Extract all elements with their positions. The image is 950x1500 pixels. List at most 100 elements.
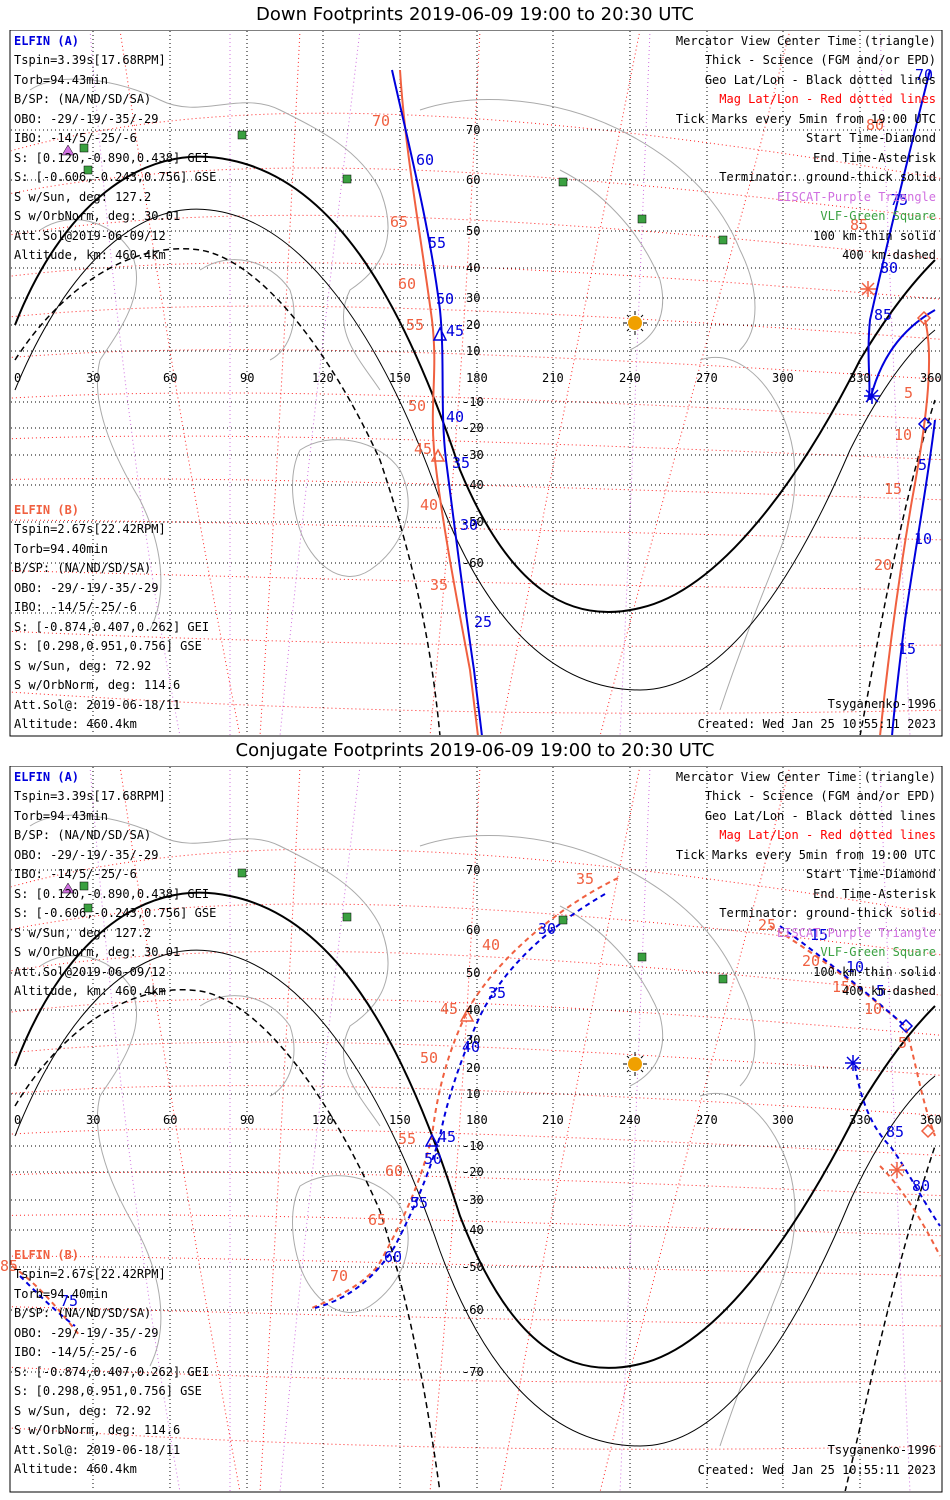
elfin-a-info: ELFIN (A) Tspin=3.39s[17.68RPM] Torb=94.…	[14, 34, 216, 262]
down-footprints-map: 0 30 60 90 120 150 180 210 240 270 300 3…	[9, 30, 943, 737]
info-line: S: [0.120,-0.890,0.438] GEI	[14, 151, 209, 165]
elfin-a-track	[391, 69, 483, 735]
elfin-a-title: ELFIN (A)	[14, 770, 79, 784]
terminator-400km-east	[844, 1145, 936, 1491]
info-line: Tspin=2.67s[22.42RPM]	[14, 522, 166, 536]
lon-tick: 270	[696, 1113, 718, 1127]
vlf-square	[558, 915, 568, 925]
vlf-square	[79, 881, 89, 891]
vlf-square	[637, 214, 647, 224]
lon-tick: 150	[389, 1113, 411, 1127]
info-line: Torb=94.43min	[14, 809, 108, 823]
elfin-a-start-diamond	[898, 1018, 914, 1034]
track-label: 55	[406, 316, 424, 334]
legend-line: Terminator: ground-thick solid	[719, 170, 936, 184]
map-frame	[9, 30, 943, 737]
mag-latlon-grid	[11, 31, 941, 735]
vlf-square	[558, 177, 568, 187]
elfin-b-track	[311, 877, 619, 1309]
lat-tick: 70	[466, 123, 480, 137]
coastlines	[29, 814, 796, 1447]
info-line: B/SP: (NA/ND/SD/SA)	[14, 1306, 151, 1320]
elfin-b-track	[399, 69, 479, 735]
created-label: Created: Wed Jan 25 10:55:11 2023	[698, 717, 936, 731]
lat-tick: -60	[462, 1303, 484, 1317]
track-label: 65	[390, 213, 408, 231]
lon-tick: 210	[542, 1113, 564, 1127]
lon-tick: 120	[312, 1113, 334, 1127]
elfin-a-title: ELFIN (A)	[14, 34, 79, 48]
geo-latlon-grid	[11, 767, 941, 1491]
elfin-a-track-east	[867, 69, 936, 401]
elfin-b-start-diamond	[920, 1123, 936, 1139]
lat-tick: -10	[462, 395, 484, 409]
track-label: 10	[914, 530, 932, 548]
info-line: S w/Sun, deg: 127.2	[14, 926, 151, 940]
lon-tick: 330	[849, 1113, 871, 1127]
lat-tick: -40	[462, 1223, 484, 1237]
map-frame	[9, 766, 943, 1493]
track-label: 70	[330, 1267, 348, 1285]
info-line: Altitude, km: 460.4km	[14, 248, 166, 262]
elfin-b-title: ELFIN (B)	[14, 503, 79, 517]
track-label: 15	[810, 926, 828, 944]
lat-tick: 40	[466, 1003, 480, 1017]
info-line: S w/Sun, deg: 127.2	[14, 190, 151, 204]
legend-line: 100 km-thin solid	[813, 965, 936, 979]
lon-tick-labels: 0 30 60 90 120 150 180 210 240 270 300 3…	[14, 371, 942, 385]
info-line: Att.Sol@: 2019-06-18/11	[14, 1443, 180, 1457]
lat-tick-labels: 70 60 50 40 30 20 10 -10 -20 -30 -40 -50…	[462, 123, 484, 570]
elfin-b-center-triangle	[459, 1008, 475, 1022]
legend-line: Mercator View Center Time (triangle)	[676, 770, 936, 784]
info-line: Torb=94.40min	[14, 1287, 108, 1301]
elfin-a-info: ELFIN (A) Tspin=3.39s[17.68RPM] Torb=94.…	[14, 770, 216, 998]
track-label: 50	[408, 397, 426, 415]
track-label: 25	[474, 613, 492, 631]
terminator-400km-east	[859, 399, 936, 735]
vlf-square	[342, 174, 352, 184]
lat-tick: 50	[466, 966, 480, 980]
vlf-square	[83, 165, 93, 175]
info-line: Tspin=3.39s[17.68RPM]	[14, 53, 166, 67]
info-line: Tspin=3.39s[17.68RPM]	[14, 789, 166, 803]
vlf-stations	[79, 130, 728, 245]
legend-line: Geo Lat/Lon - Black dotted lines	[705, 809, 936, 823]
elfin-b-title: ELFIN (B)	[14, 1248, 79, 1262]
track-label: 10	[894, 426, 912, 444]
legend-line: End Time-Asterisk	[813, 887, 937, 901]
track-label: 80	[880, 259, 898, 277]
track-label: 60	[398, 275, 416, 293]
legend-line: EISCAT-Purple Triangle	[777, 190, 936, 204]
track-label: 70	[372, 112, 390, 130]
lat-tick: 30	[466, 291, 480, 305]
info-line: Torb=94.40min	[14, 542, 108, 556]
track-label: 25	[758, 916, 776, 934]
track-label: 30	[460, 516, 478, 534]
lat-tick-labels: 70 60 50 40 30 20 10 -10 -20 -30 -40 -50…	[462, 863, 484, 1379]
track-label: 20	[802, 952, 820, 970]
elfin-a-track-west	[19, 1275, 76, 1327]
vlf-square	[342, 912, 352, 922]
elfin-b-info: ELFIN (B) Tspin=2.67s[22.42RPM] Torb=94.…	[14, 1248, 209, 1476]
lat-tick: -70	[462, 1365, 484, 1379]
legend-line: Thick - Science (FGM and/or EPD)	[705, 53, 936, 67]
info-line: B/SP: (NA/ND/SD/SA)	[14, 92, 151, 106]
legend-line: Terminator: ground-thick solid	[719, 906, 936, 920]
lon-tick: 240	[619, 1113, 641, 1127]
track-label: 60	[385, 1162, 403, 1180]
track-label: 40	[482, 936, 500, 954]
lat-tick: 20	[466, 1061, 480, 1075]
track-label: 45	[440, 1000, 458, 1018]
lat-tick: 50	[466, 224, 480, 238]
elfin-b-start-diamond	[916, 310, 932, 326]
track-label: 15	[884, 480, 902, 498]
vlf-square	[637, 952, 647, 962]
track-label: 80	[866, 116, 884, 134]
lat-tick: -20	[462, 1165, 484, 1179]
elfin-b-center-triangle	[430, 448, 446, 462]
sun-icon	[623, 1052, 647, 1076]
legend: Mercator View Center Time (triangle) Thi…	[676, 770, 937, 1477]
legend-line: VLF-Green Square	[820, 945, 936, 959]
lat-tick: 60	[466, 173, 480, 187]
info-line: S: [0.298,0.951,0.756] GSE	[14, 1384, 202, 1398]
